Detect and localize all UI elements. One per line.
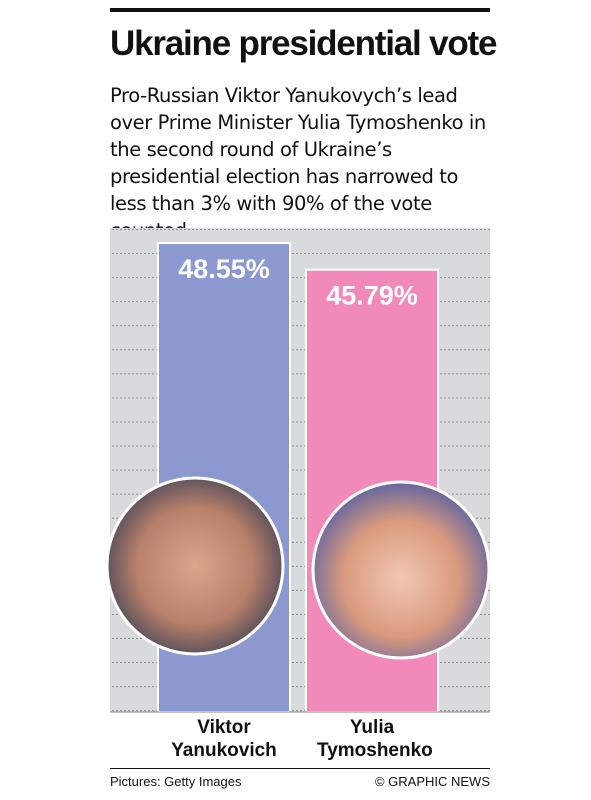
photo-yanukovich	[105, 476, 285, 656]
chart-title: Ukraine presidential vote	[110, 24, 497, 63]
footer-rule	[110, 768, 490, 769]
value-label: 45.79%	[326, 281, 418, 311]
value-label: 48.55%	[178, 254, 270, 284]
top-rule	[110, 8, 490, 12]
source: Pictures: Getty Images	[110, 774, 242, 789]
category-label: Viktor Yanukovich	[171, 717, 277, 761]
credit: © GRAPHIC NEWS	[374, 774, 490, 789]
photo-tymoshenko	[311, 480, 491, 660]
category-label: Yulia Tymoshenko	[317, 717, 433, 761]
chart-subtitle: Pro-Russian Viktor Yanukovych’s lead ove…	[110, 84, 486, 242]
